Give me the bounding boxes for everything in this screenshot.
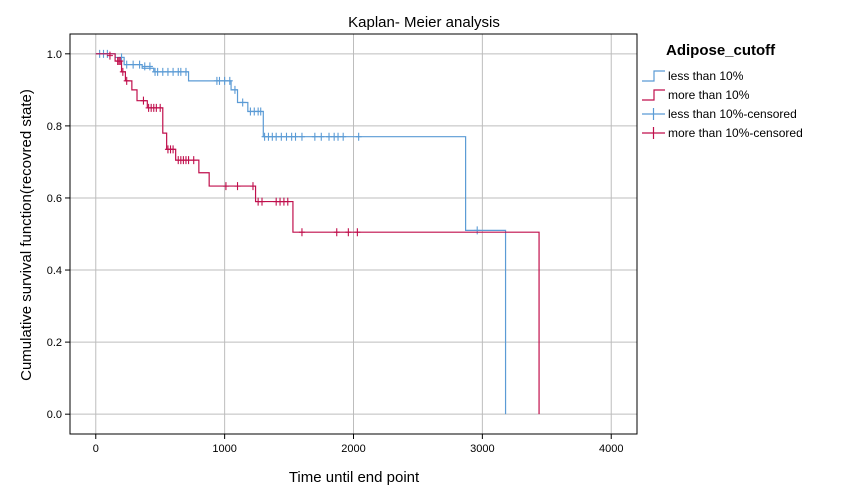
x-tick-label: 4000: [599, 443, 623, 455]
legend-label: more than 10%: [668, 88, 750, 102]
series-more-than-10: [95, 51, 540, 415]
series-less-than-10: [95, 49, 507, 415]
censored-mark: [318, 132, 325, 141]
censored-mark: [234, 182, 241, 191]
censored-mark: [273, 132, 280, 141]
censored-mark: [340, 132, 347, 141]
y-tick-label: 1.0: [47, 49, 62, 61]
y-tick-label: 0.4: [47, 265, 62, 277]
x-axis-label: Time until end point: [289, 469, 420, 486]
censored-mark: [284, 197, 291, 206]
censored-mark: [146, 62, 153, 71]
censored-mark: [157, 103, 164, 112]
legend-swatch-step: [642, 70, 665, 82]
censored-mark: [216, 76, 223, 85]
censored-mark: [298, 228, 305, 237]
censored-mark: [136, 60, 143, 69]
censored-mark: [221, 76, 228, 85]
censored-mark: [222, 182, 229, 191]
censored-mark: [154, 67, 161, 76]
y-tick-label: 0.2: [47, 337, 62, 349]
censored-mark: [333, 228, 340, 237]
y-tick-label: 0.8: [47, 121, 62, 133]
censored-mark: [354, 228, 361, 237]
legend: Adipose_cutoff less than 10% more than 10…: [642, 42, 803, 140]
censored-mark: [117, 57, 124, 66]
y-tick-label: 0.6: [47, 193, 62, 205]
censored-mark: [159, 67, 166, 76]
x-tick-label: 0: [93, 443, 99, 455]
censored-mark: [292, 132, 299, 141]
censored-mark: [326, 132, 333, 141]
chart-title: Kaplan- Meier analysis: [348, 14, 500, 31]
legend-swatch-censored: [642, 108, 665, 120]
censored-mark: [335, 132, 342, 141]
censored-mark: [259, 197, 266, 206]
y-axis-label: Cumulative survival function(recovred st…: [18, 89, 35, 381]
censored-mark: [278, 132, 285, 141]
axis-ticks: 0 1000 2000 3000 4000 0.0 0.2 0.4 0.6 0.8 1.0: [47, 49, 624, 455]
censored-mark: [141, 62, 148, 71]
legend-swatch-censored: [642, 127, 665, 139]
censored-mark: [170, 67, 177, 76]
censored-mark: [123, 76, 130, 85]
legend-title: Adipose_cutoff: [666, 42, 776, 59]
legend-label: less than 10%-censored: [668, 107, 797, 121]
censored-mark: [226, 76, 233, 85]
censored-mark: [170, 145, 177, 154]
censored-mark: [249, 182, 256, 191]
censored-mark: [164, 67, 171, 76]
grid: [70, 34, 637, 434]
censored-mark: [355, 132, 362, 141]
censored-mark: [283, 132, 290, 141]
censored-mark: [474, 226, 481, 235]
censored-mark: [130, 60, 137, 69]
censored-mark: [106, 51, 113, 60]
censored-mark: [185, 156, 192, 165]
censored-mark: [190, 156, 197, 165]
x-tick-label: 3000: [470, 443, 494, 455]
censored-mark: [298, 132, 305, 141]
censored-mark: [345, 228, 352, 237]
censored-mark: [257, 107, 264, 116]
censored-mark: [119, 67, 126, 76]
x-tick-label: 2000: [341, 443, 365, 455]
y-tick-label: 0.0: [47, 409, 62, 421]
censored-mark: [311, 132, 318, 141]
censored-mark: [118, 53, 125, 62]
censored-mark: [140, 96, 147, 105]
censored-mark: [182, 67, 189, 76]
censored-mark: [239, 98, 246, 107]
censored-mark: [177, 67, 184, 76]
legend-label: more than 10%-censored: [668, 126, 803, 140]
survival-curves: [95, 49, 540, 415]
legend-label: less than 10%: [668, 69, 744, 83]
x-tick-label: 1000: [212, 443, 236, 455]
legend-swatch-step: [642, 89, 665, 101]
censored-mark: [231, 85, 238, 94]
censored-mark: [123, 60, 130, 69]
